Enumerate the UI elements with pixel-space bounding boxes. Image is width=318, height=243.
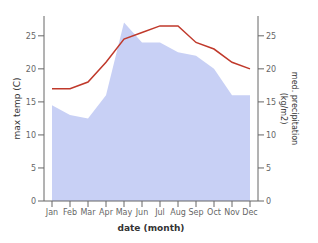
svg-text:15: 15 <box>266 98 276 107</box>
svg-text:20: 20 <box>26 65 36 74</box>
svg-text:Jul: Jul <box>154 208 165 217</box>
svg-text:Aug: Aug <box>170 208 186 217</box>
svg-text:Sep: Sep <box>188 208 203 217</box>
svg-text:Feb: Feb <box>63 208 77 217</box>
svg-text:0: 0 <box>266 197 271 206</box>
svg-text:Nov: Nov <box>224 208 240 217</box>
svg-text:Oct: Oct <box>207 208 221 217</box>
svg-text:Dec: Dec <box>242 208 257 217</box>
svg-text:10: 10 <box>26 131 36 140</box>
svg-text:5: 5 <box>266 164 271 173</box>
svg-text:Mar: Mar <box>80 208 96 217</box>
svg-text:5: 5 <box>31 164 36 173</box>
svg-text:15: 15 <box>26 98 36 107</box>
svg-text:Jun: Jun <box>135 208 149 217</box>
svg-text:25: 25 <box>266 32 276 41</box>
svg-text:date (month): date (month) <box>118 223 185 233</box>
svg-text:25: 25 <box>26 32 36 41</box>
svg-text:med. precipitation(kg/m2): med. precipitation(kg/m2) <box>279 72 299 145</box>
svg-text:May: May <box>116 208 133 217</box>
svg-text:Jan: Jan <box>45 208 58 217</box>
svg-text:10: 10 <box>266 131 276 140</box>
svg-text:0: 0 <box>31 197 36 206</box>
svg-text:Apr: Apr <box>99 208 114 217</box>
svg-text:20: 20 <box>266 65 276 74</box>
svg-text:max temp (C): max temp (C) <box>12 77 22 139</box>
